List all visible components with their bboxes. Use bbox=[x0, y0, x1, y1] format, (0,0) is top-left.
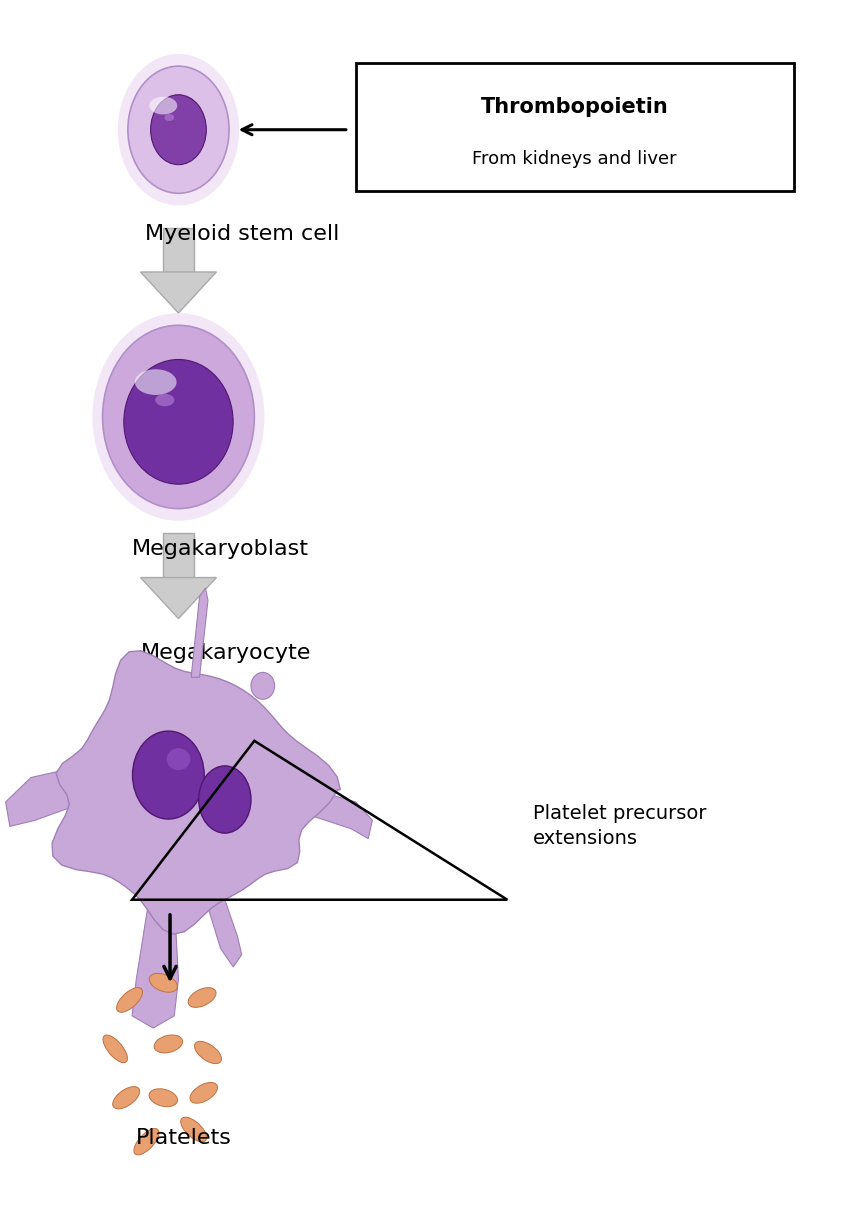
Ellipse shape bbox=[167, 748, 190, 771]
Bar bbox=[355, 62, 794, 191]
Ellipse shape bbox=[135, 369, 177, 394]
Polygon shape bbox=[6, 766, 85, 827]
Ellipse shape bbox=[149, 974, 178, 992]
Bar bbox=[162, 228, 195, 272]
Ellipse shape bbox=[181, 1117, 206, 1142]
Ellipse shape bbox=[195, 1041, 222, 1063]
Ellipse shape bbox=[154, 1035, 183, 1054]
Text: Platelets: Platelets bbox=[136, 1128, 232, 1148]
Ellipse shape bbox=[133, 731, 204, 820]
Ellipse shape bbox=[199, 766, 251, 833]
Bar bbox=[162, 533, 195, 577]
Polygon shape bbox=[52, 650, 340, 935]
Ellipse shape bbox=[117, 987, 142, 1012]
Ellipse shape bbox=[190, 1083, 217, 1104]
Ellipse shape bbox=[251, 673, 275, 699]
Polygon shape bbox=[140, 272, 217, 314]
Ellipse shape bbox=[103, 1035, 128, 1062]
Ellipse shape bbox=[128, 66, 229, 194]
Ellipse shape bbox=[164, 114, 174, 121]
Text: Platelet precursor
extensions: Platelet precursor extensions bbox=[533, 805, 706, 849]
Text: From kidneys and liver: From kidneys and liver bbox=[472, 149, 677, 168]
Polygon shape bbox=[191, 588, 208, 677]
Ellipse shape bbox=[113, 1087, 140, 1109]
Ellipse shape bbox=[150, 97, 177, 114]
Ellipse shape bbox=[92, 314, 265, 521]
Ellipse shape bbox=[134, 1128, 159, 1155]
Polygon shape bbox=[204, 893, 242, 967]
Text: Thrombopoietin: Thrombopoietin bbox=[481, 98, 668, 118]
Ellipse shape bbox=[188, 987, 216, 1007]
Text: Megakaryocyte: Megakaryocyte bbox=[140, 643, 310, 663]
Ellipse shape bbox=[102, 326, 255, 508]
Ellipse shape bbox=[149, 1089, 178, 1106]
Polygon shape bbox=[288, 784, 372, 839]
Text: Myeloid stem cell: Myeloid stem cell bbox=[145, 224, 339, 244]
Ellipse shape bbox=[156, 393, 174, 407]
Ellipse shape bbox=[151, 94, 206, 164]
Ellipse shape bbox=[124, 359, 233, 484]
Polygon shape bbox=[132, 899, 179, 1028]
Polygon shape bbox=[140, 577, 217, 619]
Text: Megakaryoblast: Megakaryoblast bbox=[132, 539, 309, 559]
Ellipse shape bbox=[118, 54, 239, 206]
